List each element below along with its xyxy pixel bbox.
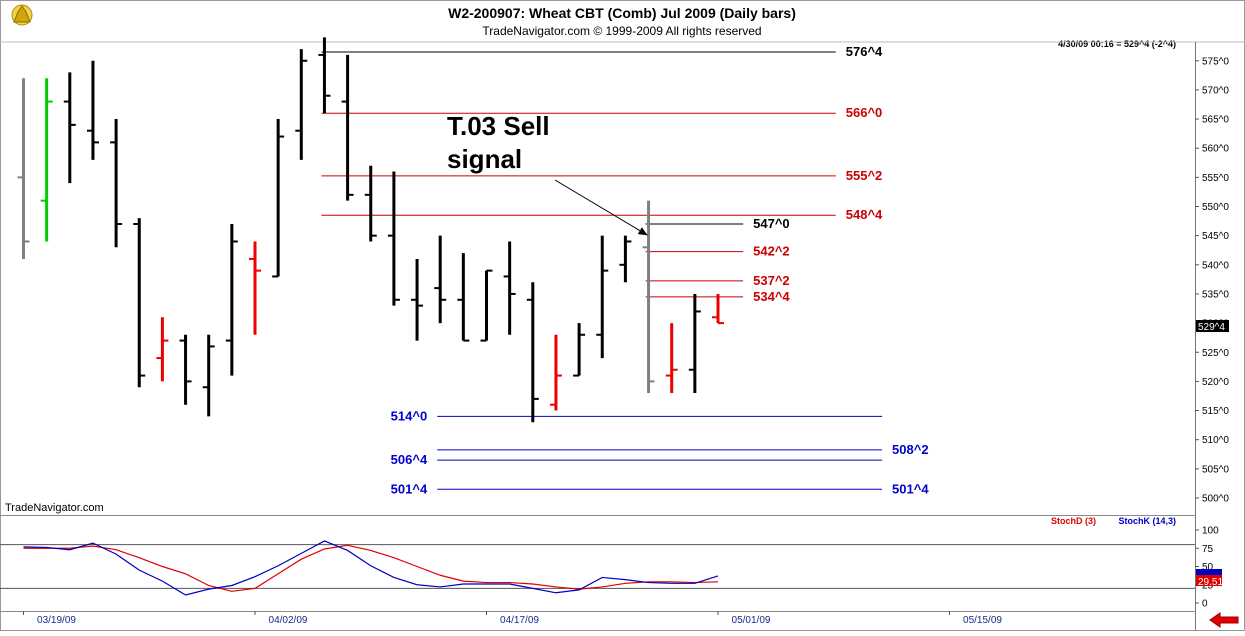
price-level-label: 547^0 — [753, 216, 790, 231]
logo-icon — [11, 4, 33, 26]
ohlc-bar — [341, 54, 354, 201]
price-tick-label: 515^0 — [1202, 406, 1229, 417]
date-tick-label: 03/19/09 — [37, 615, 76, 626]
ohlc-bar — [387, 171, 400, 306]
ohlc-bar — [573, 323, 586, 377]
price-tick-label: 560^0 — [1202, 144, 1229, 155]
price-tick-label: 535^0 — [1202, 289, 1229, 300]
stoch-reference-lines — [0, 544, 1195, 589]
price-level-label: 501^4 — [391, 481, 428, 496]
price-level-label: 537^2 — [753, 273, 790, 288]
price-tick-label: 545^0 — [1202, 231, 1229, 242]
ohlc-bar — [642, 200, 655, 394]
price-tick-label: 505^0 — [1202, 464, 1229, 475]
annotation-arrow — [554, 179, 648, 236]
ohlc-bar — [480, 269, 493, 342]
ohlc-bar — [526, 282, 539, 423]
scroll-left-arrow-icon[interactable] — [1209, 612, 1239, 628]
price-panel: 500^0505^0510^0515^0520^0525^0530^0535^0… — [0, 37, 1245, 631]
price-tick-label: 555^0 — [1202, 173, 1229, 184]
ohlc-bar — [411, 258, 424, 341]
price-tick-label: 510^0 — [1202, 435, 1229, 446]
date-axis: 03/19/09 04/02/09 04/17/09 05/01/09 05/15/09 — [0, 611, 1195, 626]
annotation-line-1: T.03 Sell — [447, 111, 550, 141]
stoch-last-value: 29.51 — [1198, 577, 1223, 588]
ohlc-bar — [156, 317, 169, 382]
ohlc-bar — [295, 49, 308, 160]
price-level-label: 506^4 — [391, 452, 428, 467]
price-level-label: 501^4 — [892, 481, 929, 496]
price-tick-label: 525^0 — [1202, 348, 1229, 359]
annotation-line-2: signal — [447, 144, 522, 174]
ohlc-bar — [619, 235, 632, 283]
price-level-label: 534^4 — [753, 289, 790, 304]
price-levels: 576^4 566^0 555^2 548^4 547^0 542^2 537^2534^4… — [321, 44, 929, 496]
stochk-line — [23, 540, 719, 596]
price-tick-label: 500^0 — [1202, 494, 1229, 505]
stoch-tick-label: 0 — [1202, 599, 1208, 610]
copyright-text: TradeNavigator.com © 1999-2009 All right… — [482, 24, 761, 38]
price-level-label: 555^2 — [846, 168, 883, 183]
ohlc-bar — [665, 323, 678, 394]
ohlc-bar — [40, 78, 53, 242]
price-level-label: 508^2 — [892, 442, 929, 457]
ohlc-bar — [86, 60, 99, 160]
annotation-arrowhead — [637, 227, 648, 236]
stochd-line — [23, 544, 719, 592]
price-bars — [17, 37, 724, 423]
price-tick-label: 540^0 — [1202, 260, 1229, 271]
price-tick-label: 550^0 — [1202, 202, 1229, 213]
timestamp-text: 4/30/09 00:16 = 529^4 (-2^4) — [1058, 39, 1176, 49]
last-price-tag: 529^4 — [1196, 320, 1229, 333]
sell-signal-annotation: T.03 Sell signal — [447, 111, 648, 236]
ohlc-bar — [249, 241, 261, 335]
price-axis: 500^0505^0510^0515^0520^0525^0530^0535^0… — [1195, 56, 1229, 505]
watermark-text: TradeNavigator.com — [5, 502, 104, 514]
price-tick-label: 565^0 — [1202, 115, 1229, 126]
ohlc-bar — [364, 165, 377, 242]
price-level-label: 548^4 — [846, 207, 883, 222]
stoch-tick-label: 75 — [1202, 544, 1214, 555]
ohlc-bar — [17, 78, 30, 259]
ohlc-bar — [549, 334, 562, 411]
price-level-label: 514^0 — [391, 408, 428, 423]
stoch-last-tag: 29.51 — [1196, 569, 1223, 588]
last-price-label: 529^4 — [1198, 322, 1225, 333]
ohlc-bar — [110, 119, 123, 248]
stochastic-panel: 0255075100 StochD (3) StochK (14,3) 29.5… — [0, 515, 1223, 610]
price-level-label: 542^2 — [753, 244, 790, 259]
date-tick-label: 04/17/09 — [500, 615, 539, 626]
price-tick-label: 570^0 — [1202, 85, 1229, 96]
ohlc-bar — [225, 223, 238, 376]
price-level-label: 566^0 — [846, 105, 883, 120]
ohlc-bar — [688, 293, 701, 394]
ohlc-bar — [318, 37, 331, 114]
ohlc-bar — [133, 218, 146, 388]
stoch-lines — [23, 540, 719, 596]
price-tick-label: 520^0 — [1202, 377, 1229, 388]
ohlc-bar — [503, 241, 516, 335]
stoch-tick-label: 50 — [1202, 562, 1214, 573]
legend-stochd: StochD (3) — [1051, 516, 1096, 526]
ohlc-bar — [457, 253, 470, 342]
date-tick-label: 04/02/09 — [269, 615, 308, 626]
stoch-tick-label: 100 — [1202, 526, 1219, 537]
ohlc-bar — [596, 235, 609, 359]
price-level-label: 576^4 — [846, 44, 883, 59]
ohlc-bar — [434, 235, 447, 324]
ohlc-bar — [712, 293, 724, 325]
ohlc-bar — [179, 334, 192, 405]
legend-stochk: StochK (14,3) — [1118, 516, 1176, 526]
chart-title: W2-200907: Wheat CBT (Comb) Jul 2009 (Da… — [448, 5, 796, 21]
ohlc-bar — [202, 334, 215, 417]
ohlc-bar — [63, 72, 76, 184]
date-tick-label: 05/01/09 — [732, 615, 771, 626]
price-tick-label: 575^0 — [1202, 56, 1229, 67]
date-tick-label: 05/15/09 — [963, 615, 1002, 626]
ohlc-bar — [272, 119, 285, 278]
